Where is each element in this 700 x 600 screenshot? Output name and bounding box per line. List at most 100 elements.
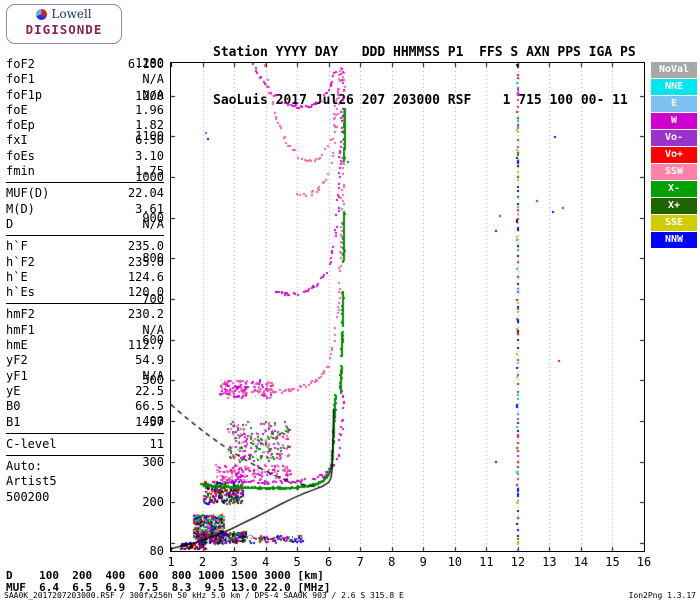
parameter-value: 112.7 [127,338,164,353]
lowell-logo-icon [36,8,48,20]
y-tick-label: 600 [142,332,164,347]
parameter-value: 11 [149,436,164,451]
parameter-label: M(D) [6,201,35,216]
y-tick-label: 1280 [135,56,164,70]
parameter-row: D N/A [6,217,164,232]
parameter-label: foF1p [6,87,43,102]
parameter-value: 6.50 [135,133,164,148]
legend-item-nnw: NNW [651,232,697,248]
legend-item-vo: Vo+ [651,147,697,163]
parameter-value: 235.0 [127,239,164,254]
legend-item-x: X+ [651,198,697,214]
parameter-separator [6,182,164,184]
parameter-label: B1 [6,414,21,429]
distance-row: D 100 200 400 600 800 1000 1500 3000 [km… [6,569,324,582]
y-tick-label: 200 [142,495,164,510]
y-tick-label: 800 [142,251,164,266]
parameter-row: yE 22.5 [6,384,164,399]
footer-file-info: SAA0K_2017207203000.RSF / 300fx256h 50 k… [4,591,404,600]
parameter-row: C-level 11 [6,437,164,452]
parameter-value: 3.61 [135,201,164,216]
y-tick-label: 300 [142,454,164,469]
x-tick-label: 15 [605,555,620,569]
lowell-digisonde-logo: Lowell DIGISONDE [6,4,122,44]
parameter-label: foEs [6,148,35,163]
parameter-row: foF1 N/A [6,72,164,87]
y-tick-label: 1000 [135,169,164,184]
parameter-row: foF1p N/A [6,88,164,103]
parameter-row: hmF2 230.2 [6,307,164,322]
y-tick-label: 1200 [135,88,164,103]
legend-item-nne: NNE [651,79,697,95]
parameter-label: C-level [6,436,57,451]
parameter-row: MUF(D) 22.04 [6,186,164,201]
parameter-value: 1.82 [135,118,164,133]
parameter-label: hmF1 [6,322,35,337]
footer-program-version: Ion2Png 1.3.17 [628,591,696,600]
legend-item-w: W [651,113,697,129]
ionogram-canvas [171,63,644,551]
header-column-labels: Station YYYY DAY DDD HHMMSS P1 FFS S AXN… [213,45,636,60]
x-tick-label: 16 [636,555,652,569]
parameter-row: M(D) 3.61 [6,202,164,217]
parameter-row: foE 1.96 [6,103,164,118]
muf-row: MUF 6.4 6.5 6.9 7.5 8.3 9.5 13.0 22.0 [M… [6,581,331,594]
parameter-value: N/A [142,216,164,231]
parameter-separator [6,455,164,457]
parameter-label: Artist5 [6,474,57,489]
parameter-value: 6.100 [127,57,164,71]
parameter-label: 500200 [6,489,50,504]
parameter-label: fmin [6,164,35,179]
y-tick-label: 500 [142,373,164,388]
parameter-value: 120.0 [127,285,164,300]
parameter-row: h`F2 235.0 [6,255,164,270]
parameter-value: 22.5 [135,383,164,398]
legend-item-ssw: SSW [651,164,697,180]
x-tick-label: 8 [388,555,396,569]
parameter-label: hmE [6,338,28,353]
parameter-panel: foF2 6.100 foF1 N/A foF1p N/A foE 1.96 foEp 1.82 f… [6,57,164,505]
parameter-row: Auto: [6,459,164,474]
parameter-label: foE [6,102,28,117]
ionogram-plot-frame [170,62,645,552]
x-tick-label: 2 [198,555,207,569]
parameter-label: yF1 [6,368,28,383]
parameter-value: 1.57 [135,414,164,429]
parameter-row: Artist5 [6,474,164,489]
y-tick-label: 400 [142,413,164,428]
x-tick-label: 4 [261,555,270,569]
parameter-value: 235.0 [127,254,164,269]
y-tick-label: 80 [149,544,164,558]
parameter-value: N/A [142,322,164,337]
parameter-value: 3.10 [135,148,164,163]
legend-item-x: X- [651,181,697,197]
parameter-row: foEp 1.82 [6,118,164,133]
parameter-label: Auto: [6,459,43,474]
parameter-label: B0 [6,399,21,414]
x-tick-label: 7 [356,555,364,569]
color-legend: NoVal NNE E W Vo- Vo+ SSW X- X+ SSE NNW [651,62,698,249]
parameter-row: hmE 112.7 [6,338,164,353]
parameter-value: 54.9 [135,353,164,368]
parameter-label: h`E [6,269,28,284]
x-tick-label: 1 [167,555,175,569]
y-tick-label: 1100 [135,129,164,144]
y-tick-label: 700 [142,291,164,306]
parameter-value: 124.6 [127,269,164,284]
legend-item-noval: NoVal [651,62,697,78]
parameter-row: h`E 124.6 [6,270,164,285]
logo-lowell-text: Lowell [51,7,92,21]
parameter-label: yF2 [6,353,28,368]
parameter-row: B1 1.57 [6,415,164,430]
parameter-label: h`F2 [6,254,35,269]
parameter-separator [6,303,164,305]
parameter-value: 230.2 [127,307,164,322]
parameter-value: 22.04 [127,186,164,201]
parameter-row: h`Es 120.0 [6,285,164,300]
parameter-label: MUF(D) [6,186,50,201]
x-tick-label: 13 [542,555,557,569]
x-tick-label: 5 [293,555,301,569]
parameter-row: fxI 6.50 [6,133,164,148]
parameter-row: fmin 1.75 [6,164,164,179]
parameter-value: 1.75 [135,164,164,179]
